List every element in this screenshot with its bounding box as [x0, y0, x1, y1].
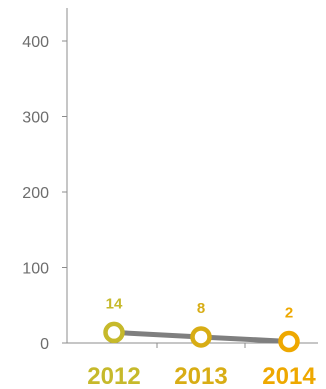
category-label-2013: 2013: [174, 363, 227, 389]
y-axis: 0 100 200 300 400: [22, 8, 68, 353]
y-tick-label: 100: [22, 261, 49, 278]
data-point-2012: [103, 321, 125, 344]
data-label-2012: 14: [106, 295, 123, 312]
y-tick-label: 400: [22, 34, 49, 51]
data-label-2013: 8: [197, 300, 205, 317]
category-labels: 2012 2013 2014: [87, 363, 316, 389]
category-label-2012: 2012: [87, 363, 140, 389]
category-label-2014: 2014: [262, 363, 316, 389]
data-point-2013: [190, 326, 212, 348]
y-tick-label: 0: [40, 336, 49, 353]
data-labels: 14 8 2: [106, 295, 294, 321]
data-points: [103, 321, 300, 353]
y-tick-label: 200: [22, 185, 49, 202]
data-point-2014: [278, 330, 300, 353]
y-tick-label: 300: [22, 110, 49, 127]
data-label-2014: 2: [285, 304, 293, 321]
